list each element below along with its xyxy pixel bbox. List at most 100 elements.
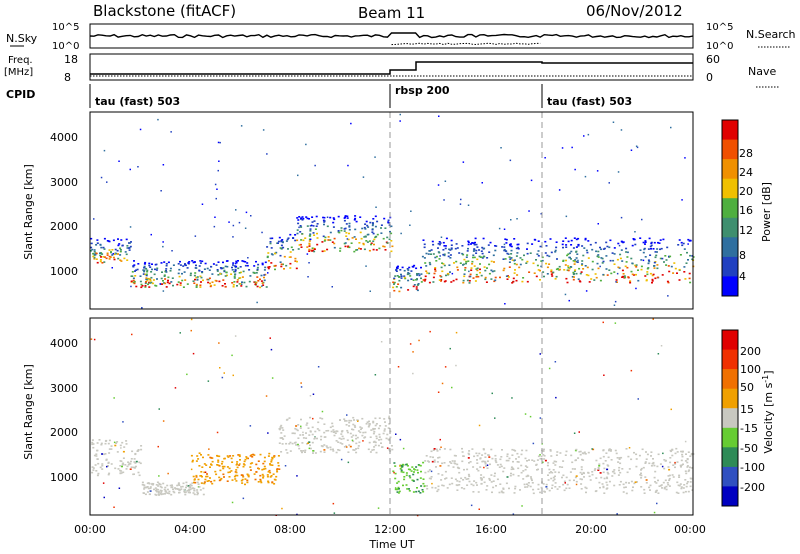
- velocity-cell: [413, 471, 415, 473]
- velocity-cell: [618, 469, 620, 472]
- velocity-cell: [202, 487, 205, 490]
- power-cell: [651, 281, 653, 284]
- velocity-cell: [408, 488, 410, 490]
- power-noise-cell: [568, 299, 570, 302]
- power-cell: [420, 266, 422, 269]
- power-cell: [567, 265, 570, 267]
- power-cell: [515, 247, 518, 250]
- velocity-cell: [235, 464, 238, 466]
- velocity-cell: [119, 472, 122, 474]
- power-cell: [447, 252, 450, 254]
- power-cell: [602, 260, 605, 263]
- velocity-cell: [437, 457, 440, 459]
- power-cell: [150, 271, 153, 273]
- velocity-cell: [613, 469, 616, 471]
- power-cell: [577, 243, 580, 246]
- power-cell: [371, 228, 374, 231]
- noise-left-tick-bottom: 10^0: [52, 41, 79, 52]
- power-cell: [472, 277, 475, 279]
- velocity-cell: [479, 466, 482, 468]
- velocity-cell: [159, 489, 162, 492]
- power-cell: [108, 258, 111, 260]
- velocity-cell: [674, 466, 676, 469]
- velocity-cell: [325, 430, 328, 432]
- power-cell: [311, 247, 314, 249]
- power-cell: [312, 225, 315, 227]
- power-noise-cell: [516, 218, 518, 220]
- power-cell: [347, 245, 350, 248]
- power-cell: [442, 253, 445, 256]
- velocity-cell: [668, 477, 671, 480]
- power-cell: [619, 257, 622, 260]
- freq-panel-frame: [89, 53, 694, 81]
- velocity-cell: [329, 446, 332, 449]
- velocity-cell: [353, 419, 355, 421]
- power-noise-cell: [599, 265, 601, 268]
- velocity-noise-cell: [388, 415, 390, 418]
- velocity-cell: [249, 462, 252, 465]
- power-cell: [165, 268, 168, 270]
- power-cell: [577, 237, 580, 240]
- velocity-cell: [98, 439, 101, 441]
- velocity-cell: [588, 475, 591, 478]
- power-cell: [627, 276, 630, 278]
- velocity-cell: [510, 468, 513, 471]
- velocity-cell: [532, 492, 535, 495]
- velocity-cell: [544, 491, 546, 493]
- power-cell: [442, 241, 445, 244]
- velocity-cell: [402, 484, 404, 487]
- power-cell: [185, 264, 187, 267]
- power-cell: [234, 270, 237, 273]
- power-cell: [119, 249, 122, 251]
- power-cell: [640, 259, 643, 261]
- velocity-cell: [456, 466, 459, 469]
- power-cell: [93, 258, 96, 260]
- velocity-cell: [428, 461, 430, 463]
- power-cell: [277, 240, 280, 243]
- power-noise-cell: [247, 257, 249, 259]
- velocity-noise-cell: [431, 482, 433, 485]
- power-cell: [196, 278, 199, 281]
- velocity-cell: [642, 466, 645, 469]
- power-cell: [112, 239, 115, 242]
- power-cell: [176, 283, 179, 286]
- power-cell: [280, 240, 283, 243]
- velocity-cell: [630, 480, 633, 483]
- power-cell: [493, 261, 495, 263]
- velocity-cell: [345, 420, 348, 422]
- velocity-cell: [174, 487, 176, 489]
- power-cell: [509, 245, 512, 247]
- power-cell: [135, 269, 138, 271]
- velocity-cell: [174, 488, 177, 490]
- velocity-cell: [327, 429, 330, 432]
- power-noise-cell: [262, 129, 265, 131]
- power-cell: [643, 248, 646, 251]
- power-cell: [416, 289, 419, 292]
- power-cell: [611, 252, 614, 254]
- velocity-cell: [250, 454, 253, 456]
- velocity-cell: [197, 478, 200, 481]
- power-cell: [297, 219, 300, 221]
- power-cell: [543, 275, 545, 278]
- velocity-cell: [681, 455, 684, 458]
- power-cell: [435, 255, 438, 258]
- velocity-cell: [655, 489, 658, 492]
- velocity-cell: [475, 452, 478, 455]
- power-cell: [666, 246, 669, 249]
- velocity-cell: [506, 455, 509, 458]
- power-cell: [103, 261, 106, 263]
- velocity-cell: [401, 465, 404, 468]
- velocity-cell: [409, 476, 412, 479]
- velocity-cell: [517, 456, 520, 458]
- power-cell: [333, 246, 336, 249]
- velocity-noise-cell: [207, 380, 210, 382]
- velocity-cell: [277, 462, 280, 464]
- velocity-cell: [478, 452, 481, 455]
- velocity-cell: [288, 417, 291, 419]
- power-cell: [429, 263, 432, 266]
- velocity-cell: [140, 445, 143, 447]
- velocity-cell: [192, 492, 195, 494]
- power-cell: [526, 242, 529, 245]
- power-cell: [425, 270, 428, 272]
- power-cell: [90, 250, 92, 252]
